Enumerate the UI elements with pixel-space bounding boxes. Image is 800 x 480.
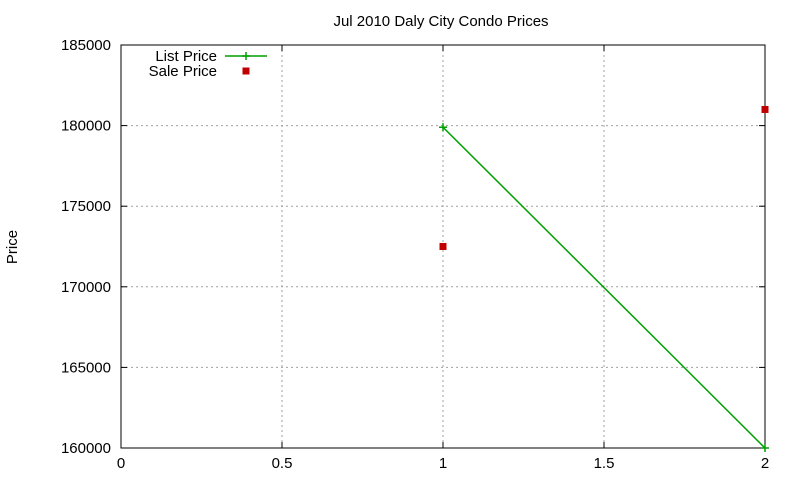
y-tick-label: 170000	[61, 279, 111, 296]
x-tick-label: 0	[117, 455, 125, 472]
legend-item-list-price: List Price	[155, 48, 267, 65]
x-tick-label: 1.5	[594, 455, 615, 472]
legend-label: List Price	[155, 48, 217, 65]
y-tick-label: 160000	[61, 440, 111, 457]
y-axis-label: Price	[4, 230, 21, 264]
x-tick-label: 1	[439, 455, 447, 472]
y-tick-label: 180000	[61, 118, 111, 135]
plot-frame	[120, 44, 766, 449]
sale-price-point	[761, 105, 769, 113]
legend-label: Sale Price	[149, 63, 217, 80]
legend-marker	[242, 52, 250, 60]
sale-price-series	[439, 105, 769, 250]
chart-title: Jul 2010 Daly City Condo Prices	[333, 13, 548, 30]
axis-ticks: 0 0.5 1 1.5 2 160000 165000 170000 175000 180000 1…	[61, 37, 769, 472]
list-price-line	[442, 126, 766, 449]
sale-price-point	[439, 243, 447, 250]
x-tick-label: 0.5	[272, 455, 293, 472]
y-tick-label: 165000	[61, 359, 111, 376]
list-price-series	[439, 123, 769, 452]
y-tick-label: 185000	[61, 37, 111, 54]
list-price-point	[761, 444, 769, 452]
x-tick-label: 2	[761, 455, 769, 472]
data-series	[439, 105, 769, 452]
legend-item-sale-price: Sale Price	[149, 63, 250, 80]
legend-marker	[242, 67, 250, 75]
y-tick-label: 175000	[61, 198, 111, 215]
list-price-point	[439, 123, 447, 132]
